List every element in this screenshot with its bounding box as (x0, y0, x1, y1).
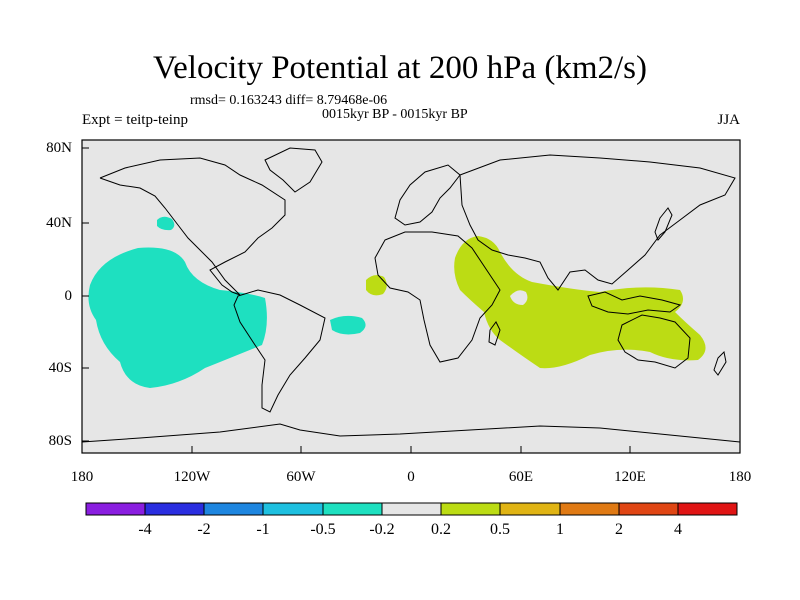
colorbar-box-10 (618, 502, 679, 516)
japan-coast (654, 207, 673, 241)
asia-coast (459, 154, 736, 291)
maritime-continent-coast (587, 291, 682, 315)
map-subtitle: 0015kyr BP - 0015kyr BP (322, 107, 468, 122)
x-tick-label-0: 0 (407, 469, 415, 485)
pacific-negative-region (88, 247, 267, 388)
australia-coast (617, 314, 691, 369)
positive-anomaly-regions (366, 236, 706, 369)
colorbar-label-4: -0.5 (310, 521, 336, 538)
y-tick-label-80n: 80N (46, 140, 72, 156)
colorbar-box-3 (203, 502, 264, 516)
coastlines (81, 147, 741, 443)
x-tick-label-180w: 180 (70, 469, 94, 485)
colorbar-label-1: -4 (138, 521, 152, 538)
africa-coast (374, 231, 501, 363)
colorbar-label-8: 1 (556, 521, 564, 538)
colorbar-label-5: -0.2 (369, 521, 395, 538)
colorbar-box-7 (440, 502, 501, 516)
axis-ticks (81, 147, 741, 453)
colorbar-box-2 (144, 502, 205, 516)
colorbar-label-7: 0.5 (490, 521, 510, 538)
colorbar-label-9: 2 (615, 521, 623, 538)
north-pacific-negative-region (157, 216, 175, 231)
north-america-coast (99, 157, 286, 296)
y-tick-label-80s: 80S (48, 433, 72, 449)
europe-coast (394, 164, 461, 226)
colorbar-label-6: 0.2 (431, 521, 451, 538)
colorbar-box-6 (381, 502, 442, 516)
stats-text: rmsd= 0.163243 diff= 8.79468e-06 (190, 93, 388, 108)
west-africa-positive-region (366, 275, 387, 296)
y-tick-label-40n: 40N (46, 215, 72, 231)
x-tick-label-60w: 60W (286, 469, 316, 485)
y-tick-label-40s: 40S (48, 360, 72, 376)
x-tick-label-180e: 180 (728, 469, 752, 485)
y-tick-label-0: 0 (64, 288, 73, 304)
colorbar-box-5 (322, 502, 383, 516)
antarctica-coast (81, 423, 741, 443)
south-atlantic-negative-region (330, 315, 366, 335)
experiment-label: Expt = teitp-teinp (82, 112, 188, 128)
season-label: JJA (717, 112, 740, 128)
map-title: Velocity Potential at 200 hPa (km2/s) (152, 50, 648, 86)
new-zealand-coast (713, 350, 727, 376)
x-tick-label-120w: 120W (173, 469, 211, 485)
colorbar-label-2: -2 (197, 521, 211, 538)
colorbar-box-4 (262, 502, 324, 516)
x-tick-label-120e: 120E (614, 469, 646, 485)
negative-anomaly-regions (88, 216, 366, 388)
colorbar (85, 502, 738, 516)
greenland-coast (264, 147, 323, 193)
x-tick-label-60e: 60E (508, 469, 534, 485)
colorbar-box-11 (677, 502, 738, 516)
indian-ocean-positive-region (454, 236, 706, 369)
colorbar-box-9 (559, 502, 620, 516)
colorbar-label-10: 4 (674, 521, 682, 538)
south-america-coast (233, 289, 326, 413)
colorbar-box-8 (499, 502, 561, 516)
colorbar-label-3: -1 (256, 521, 270, 538)
colorbar-box-1 (85, 502, 146, 516)
madagascar-coast (488, 321, 501, 346)
